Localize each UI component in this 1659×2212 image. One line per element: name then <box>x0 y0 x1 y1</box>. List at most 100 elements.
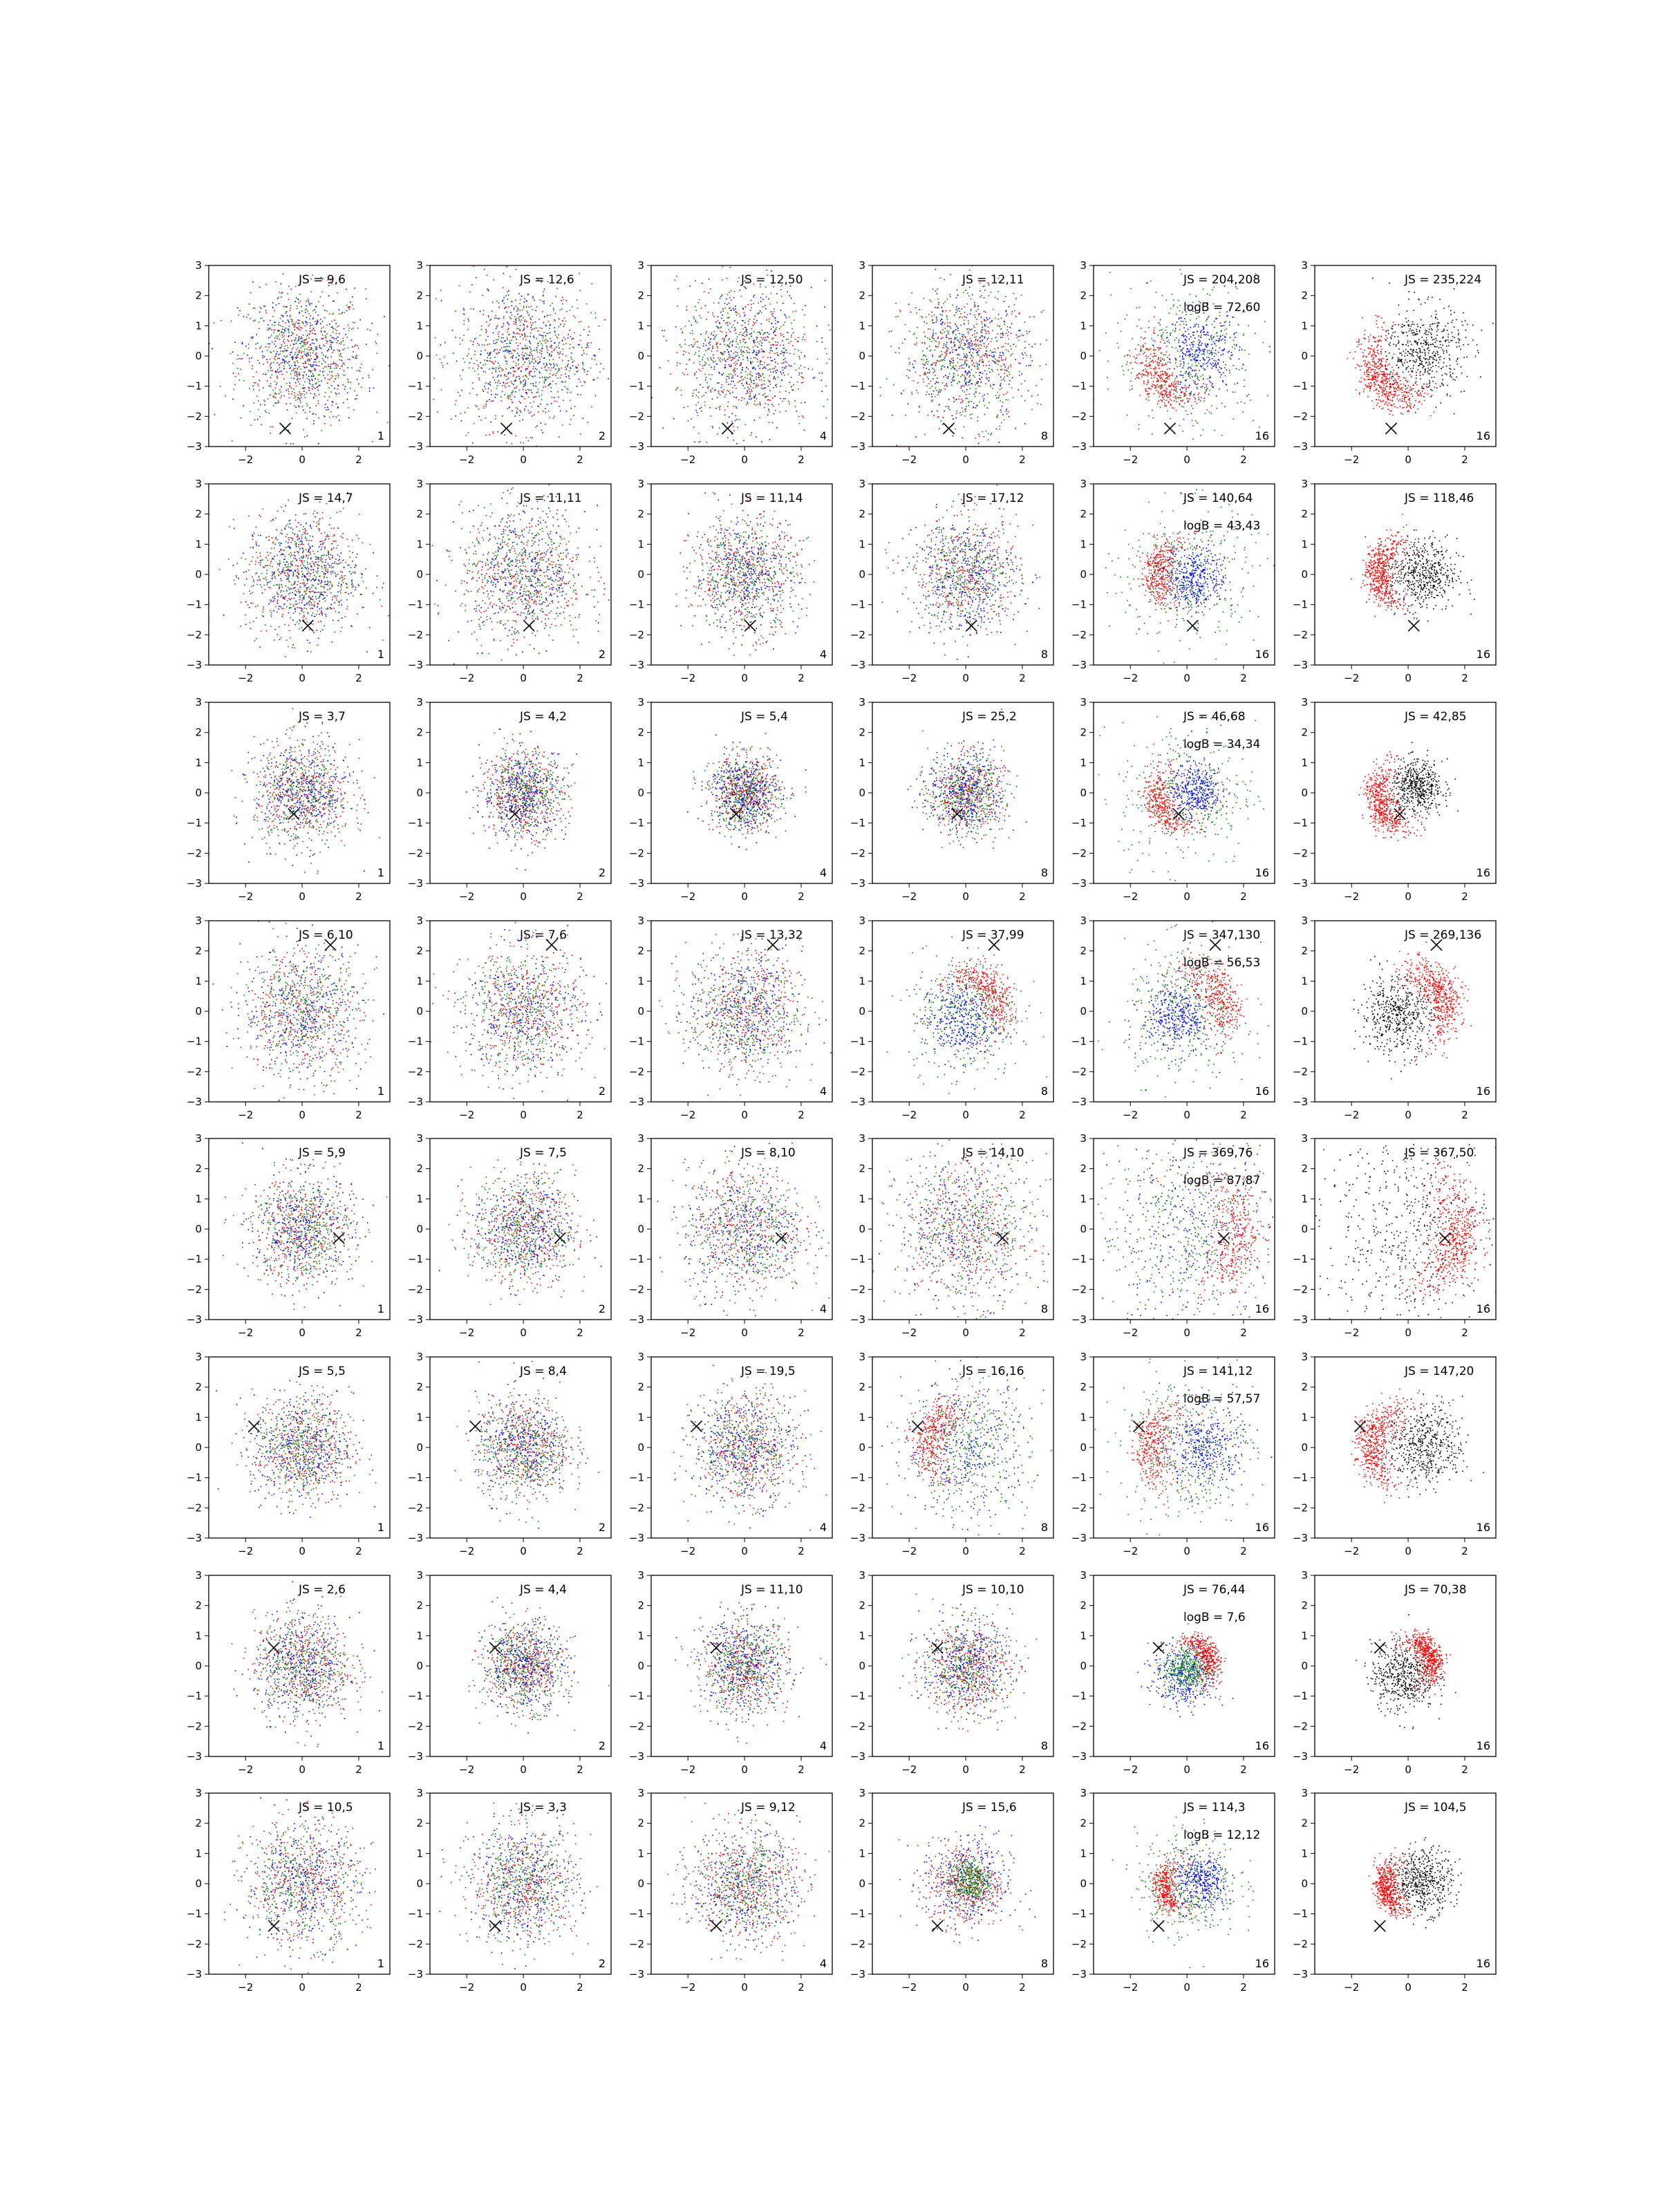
data-point <box>775 384 776 386</box>
data-point <box>574 406 576 407</box>
data-point <box>1161 335 1162 337</box>
data-point <box>581 385 583 386</box>
data-point <box>238 373 239 375</box>
data-point <box>286 350 288 352</box>
data-point <box>311 378 312 380</box>
data-point <box>757 331 758 333</box>
data-point <box>711 388 713 389</box>
data-point <box>503 369 505 371</box>
data-point <box>780 353 781 355</box>
data-point <box>495 342 496 344</box>
axes-frame <box>208 265 391 447</box>
data-point <box>988 361 990 362</box>
data-point <box>1132 368 1134 369</box>
data-point <box>719 323 720 324</box>
data-point <box>565 376 568 377</box>
data-point <box>276 371 278 372</box>
data-point <box>1229 337 1231 339</box>
data-point <box>1208 411 1210 413</box>
x-tick-label: −2 <box>238 453 253 466</box>
data-point <box>347 378 348 380</box>
data-point <box>1031 360 1033 362</box>
data-point <box>494 357 496 358</box>
data-point <box>526 321 527 322</box>
data-point <box>281 337 283 338</box>
data-point <box>798 367 800 369</box>
data-point <box>756 355 758 357</box>
data-point <box>762 350 764 352</box>
data-point <box>1215 332 1217 335</box>
data-point <box>968 405 970 406</box>
data-point <box>252 336 254 338</box>
data-point <box>511 443 513 444</box>
data-point <box>1243 335 1244 336</box>
data-point <box>232 440 233 442</box>
data-point <box>683 350 684 352</box>
data-point <box>1181 311 1183 313</box>
data-point <box>983 364 984 366</box>
data-point <box>321 357 323 359</box>
data-point <box>1182 352 1183 353</box>
data-point <box>537 330 539 332</box>
data-point <box>594 355 597 357</box>
data-point <box>755 404 757 406</box>
data-point <box>583 350 584 352</box>
data-point <box>506 375 507 377</box>
data-point <box>688 320 690 322</box>
data-point <box>745 393 747 395</box>
data-point <box>458 285 460 287</box>
data-point <box>532 376 534 378</box>
data-point <box>1244 311 1246 312</box>
data-point <box>733 369 735 371</box>
data-point <box>744 424 747 425</box>
data-point <box>941 368 942 369</box>
data-point <box>722 353 723 355</box>
data-point <box>554 331 556 333</box>
data-point <box>528 360 530 362</box>
data-point <box>553 373 554 375</box>
data-point <box>496 348 498 350</box>
data-point <box>515 319 516 320</box>
data-point <box>708 337 709 338</box>
data-point <box>781 362 782 364</box>
data-point <box>711 359 713 362</box>
data-point <box>924 343 926 344</box>
data-point <box>941 338 942 339</box>
data-point <box>733 396 735 398</box>
data-point <box>314 393 315 395</box>
data-point <box>924 372 926 374</box>
data-point <box>541 281 543 283</box>
data-point <box>1008 306 1010 308</box>
data-point <box>332 341 333 343</box>
data-point <box>999 326 1000 327</box>
data-point <box>911 292 912 294</box>
data-point <box>328 348 330 350</box>
data-point <box>787 332 789 333</box>
data-point <box>495 371 497 373</box>
data-point <box>259 286 261 288</box>
data-point <box>267 362 268 363</box>
data-point <box>973 357 974 359</box>
data-point <box>524 336 526 337</box>
data-point <box>534 328 536 329</box>
data-point <box>513 308 515 310</box>
data-point <box>1185 339 1187 341</box>
data-point <box>483 268 485 270</box>
data-point <box>1174 328 1177 329</box>
data-point <box>550 387 552 388</box>
data-point <box>272 389 274 391</box>
panel-count-label: 8 <box>1041 429 1048 442</box>
data-point <box>261 317 263 319</box>
y-tick-label: −2 <box>408 410 423 422</box>
data-point <box>986 378 988 379</box>
data-point <box>971 359 973 361</box>
data-point <box>923 297 925 299</box>
data-point <box>497 325 498 326</box>
data-point <box>733 426 734 428</box>
data-point <box>994 317 996 319</box>
data-point <box>280 283 282 285</box>
data-point <box>194 318 195 319</box>
data-point <box>319 347 321 349</box>
data-point <box>950 358 953 360</box>
data-point <box>310 375 312 377</box>
